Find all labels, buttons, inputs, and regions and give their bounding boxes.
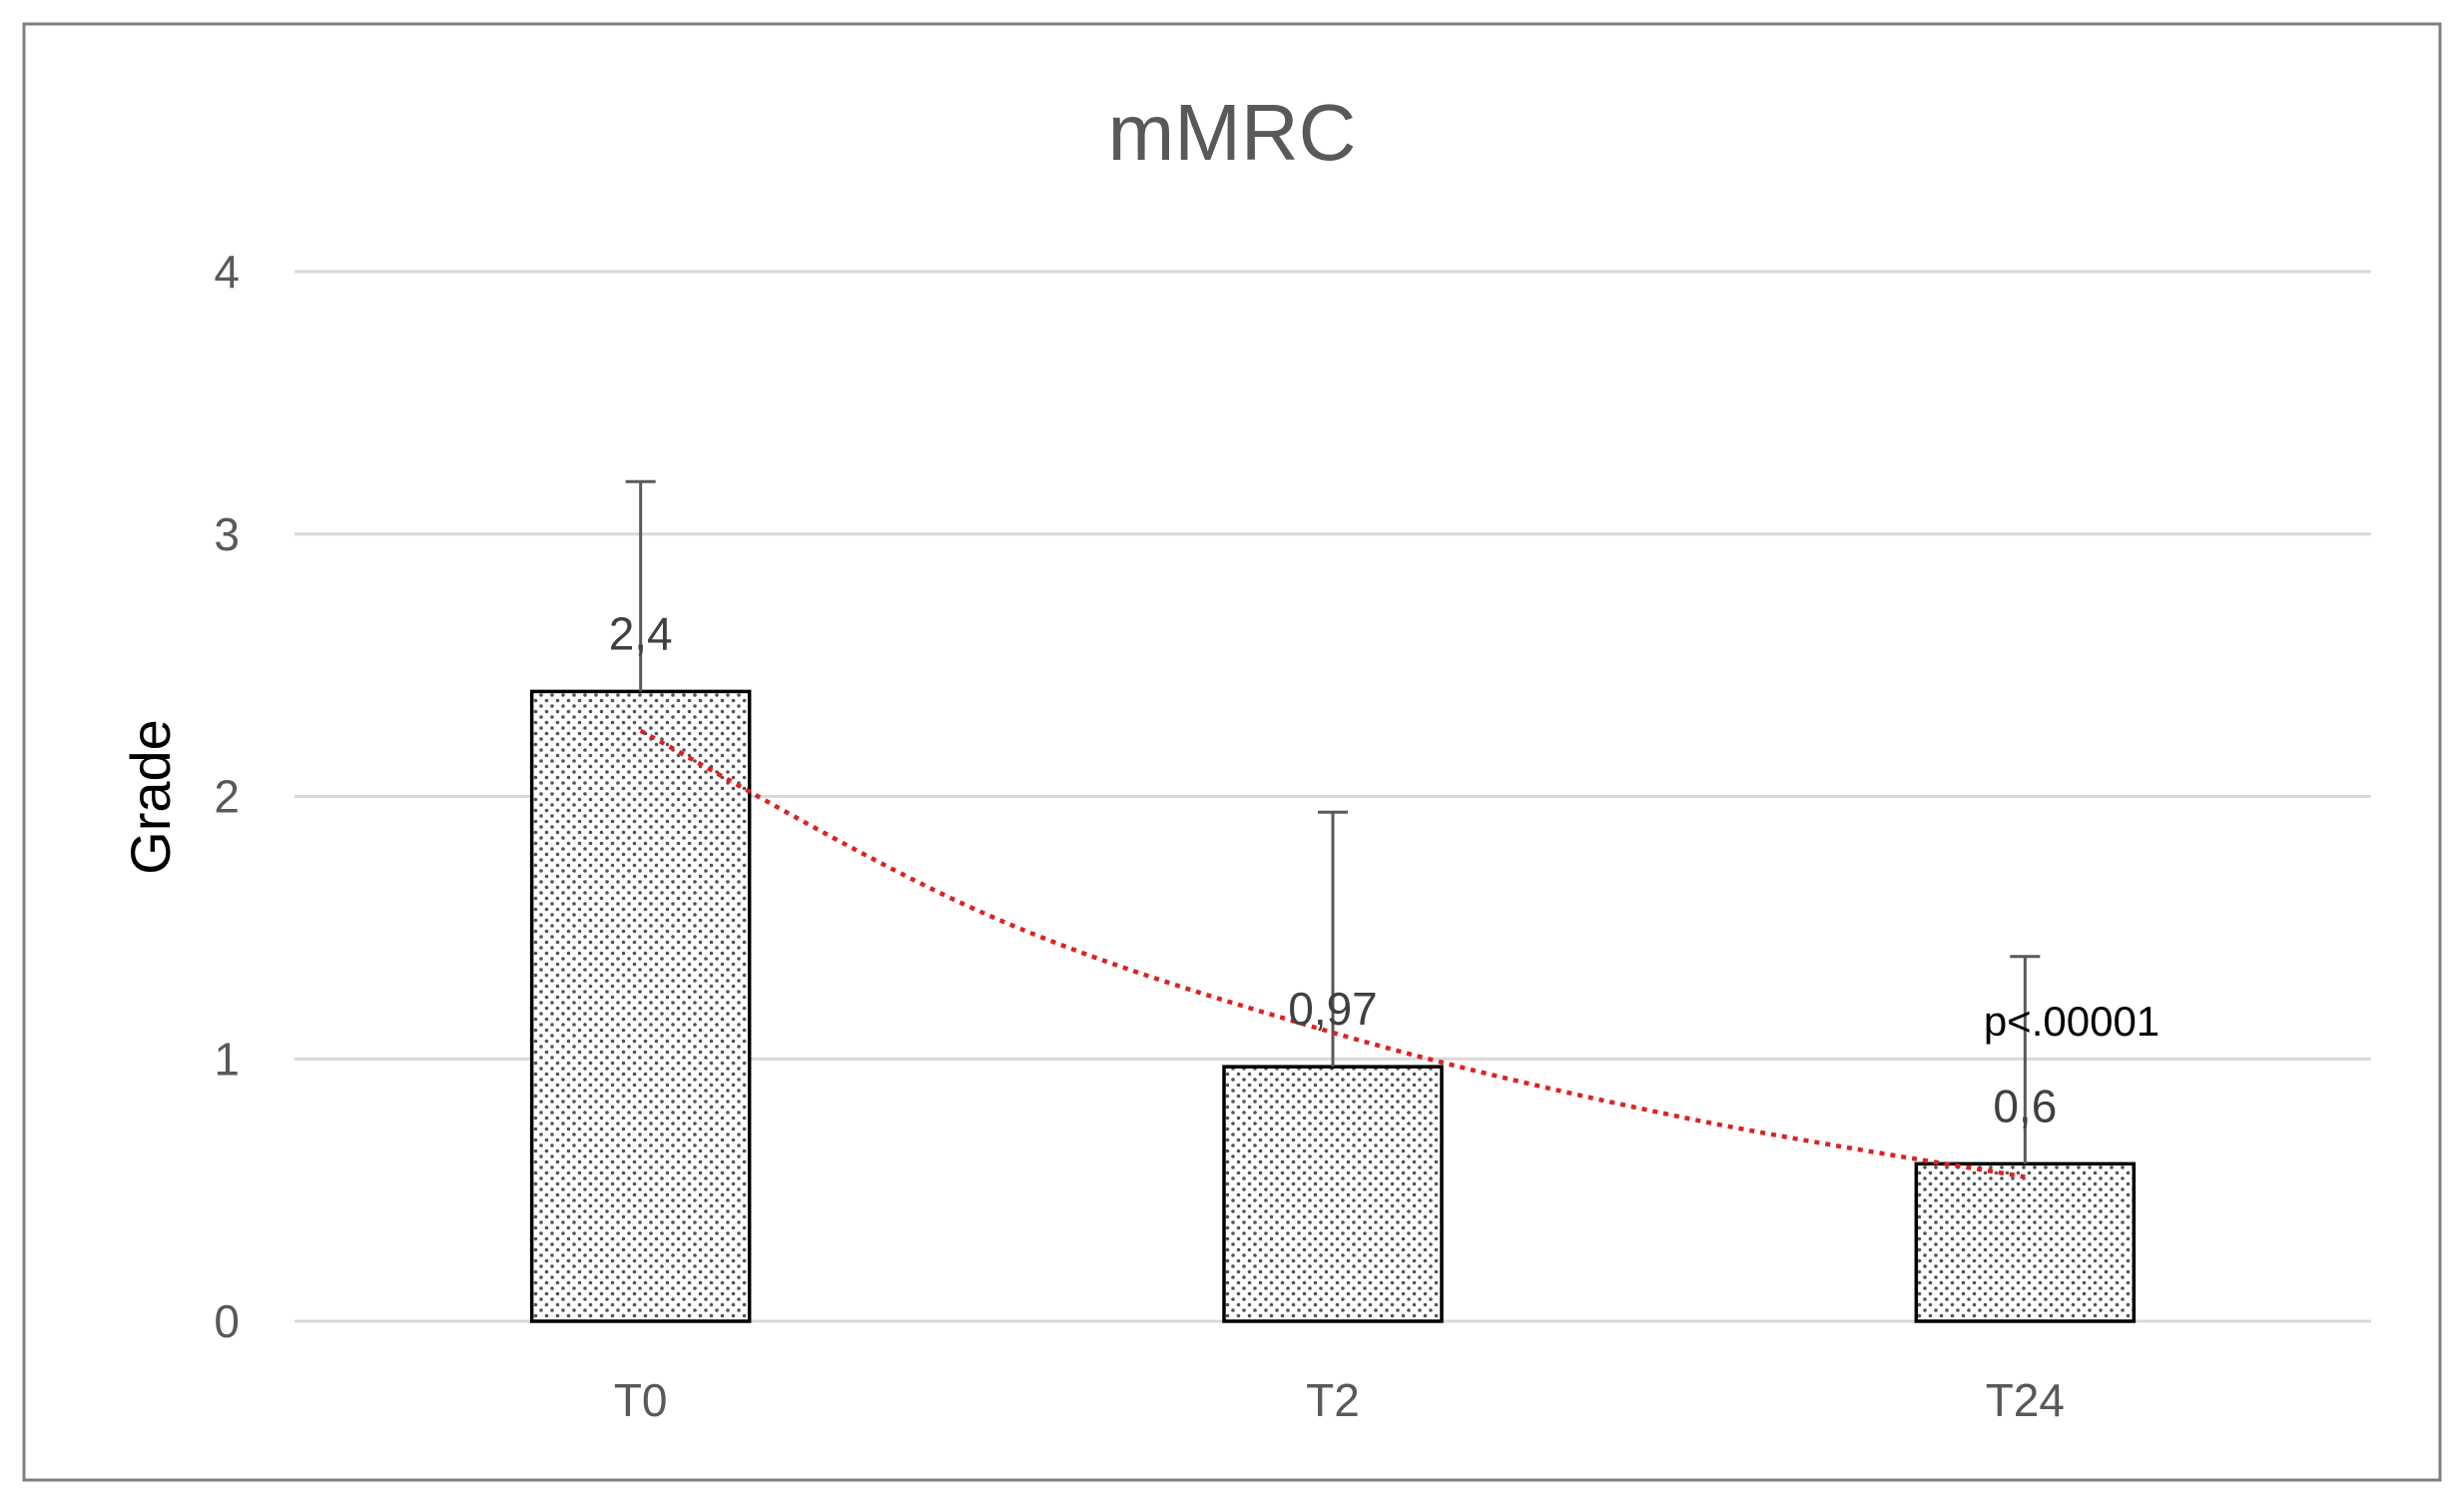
y-tick-label: 2 xyxy=(214,771,240,823)
data-label: 2,4 xyxy=(609,607,673,659)
data-label: 0,97 xyxy=(1288,983,1378,1035)
bar xyxy=(1914,1161,2137,1323)
x-tick-label: T0 xyxy=(614,1374,668,1426)
y-tick-label: 1 xyxy=(214,1033,240,1085)
y-tick-label: 3 xyxy=(214,508,240,560)
bars xyxy=(529,689,2137,1323)
bar xyxy=(529,689,752,1323)
x-tick-label: T2 xyxy=(1306,1374,1360,1426)
trendline xyxy=(639,728,2026,1179)
y-tick-label: 0 xyxy=(214,1295,240,1347)
data-labels: 2,4 0,97 0,6 xyxy=(609,607,2058,1132)
p-value-annotation: p<.00001 xyxy=(1984,998,2159,1045)
x-axis-tick-labels: T0 T2 T24 xyxy=(614,1374,2065,1426)
y-tick-label: 4 xyxy=(214,246,240,298)
trendline-group xyxy=(639,728,2026,1179)
y-axis-tick-labels: 0 1 2 3 4 xyxy=(214,246,240,1347)
data-label: 0,6 xyxy=(1993,1080,2057,1132)
bar xyxy=(1222,1065,1444,1323)
chart-title: mMRC xyxy=(1108,88,1357,177)
error-bars xyxy=(625,479,2041,1164)
x-tick-label: T24 xyxy=(1986,1374,2065,1426)
y-axis-label: Grade xyxy=(119,719,182,875)
